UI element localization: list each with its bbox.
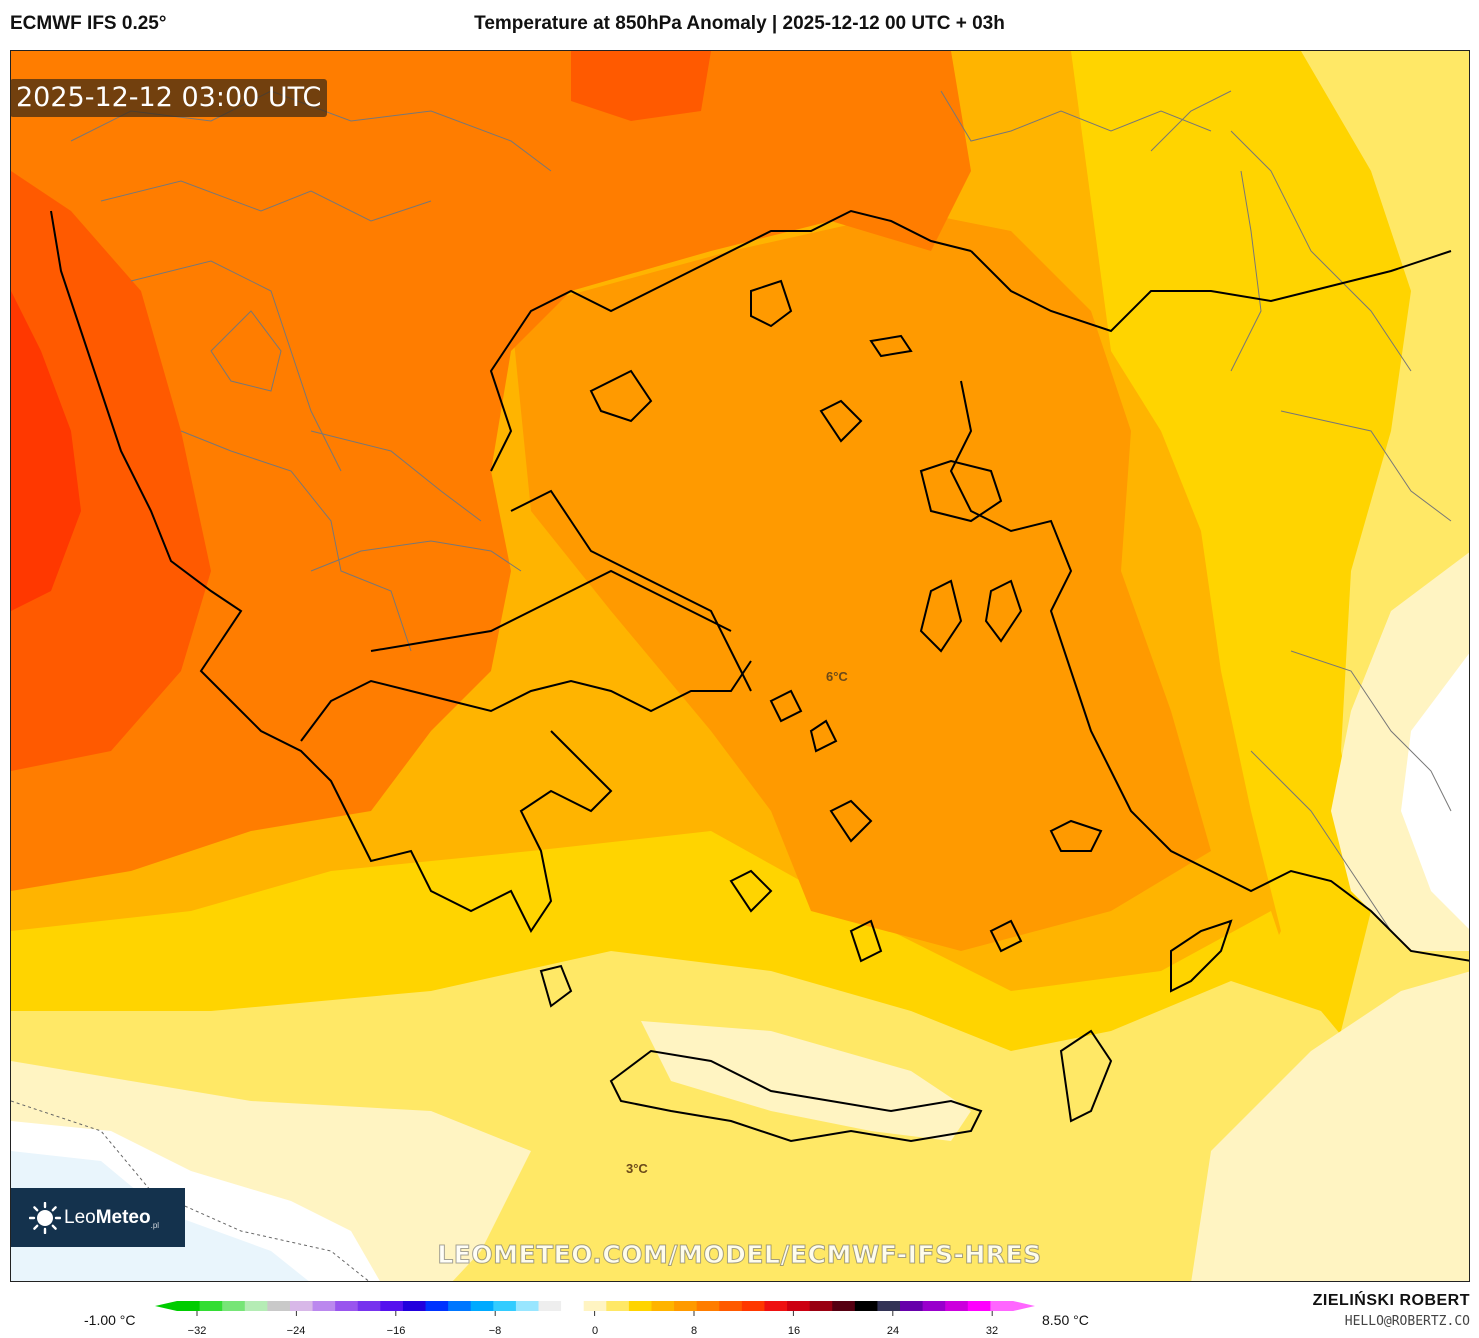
author-email[interactable]: HELLO@ROBERTZ.CO bbox=[1344, 1314, 1470, 1329]
legend-tick: 8 bbox=[690, 1325, 698, 1337]
legend-tick: 24 bbox=[886, 1325, 900, 1337]
legend-swatch bbox=[606, 1301, 630, 1311]
logo-brand-light: Leo bbox=[64, 1207, 96, 1228]
legend-swatch bbox=[448, 1301, 472, 1311]
legend-max-label: 8.50 °C bbox=[1042, 1312, 1089, 1328]
sun-icon bbox=[29, 1202, 61, 1234]
band-orange-aegean bbox=[511, 211, 1211, 951]
legend-swatch bbox=[854, 1301, 878, 1311]
source-watermark: LEOMETEO.COM/MODEL/ECMWF-IFS-HRES bbox=[437, 1240, 1042, 1270]
legend-tick: 32 bbox=[985, 1325, 999, 1337]
legend-swatch bbox=[741, 1301, 765, 1311]
color-scale-bar bbox=[155, 1301, 1035, 1316]
leometeo-logo[interactable]: LeoMeteo.pl bbox=[11, 1188, 185, 1247]
rhodes-coast bbox=[1170, 919, 1233, 993]
band-red-west bbox=[11, 291, 81, 611]
legend-swatch bbox=[470, 1301, 494, 1311]
legend-tick: −32 bbox=[187, 1325, 207, 1337]
legend-swatch bbox=[967, 1301, 991, 1311]
legend-tick: −24 bbox=[286, 1325, 306, 1337]
logo-brand-bold: Meteo bbox=[95, 1207, 151, 1228]
crete-coast bbox=[609, 1049, 983, 1143]
legend-swatch bbox=[177, 1301, 201, 1311]
legend-tick: −16 bbox=[386, 1325, 406, 1337]
legend-swatch bbox=[696, 1301, 720, 1311]
legend-swatch bbox=[402, 1301, 427, 1311]
legend-swatch bbox=[990, 1301, 1014, 1311]
map-panel[interactable]: 6°C 3°C bbox=[10, 50, 1470, 1282]
legend-swatch bbox=[900, 1301, 924, 1311]
model-label: ECMWF IFS 0.25° bbox=[10, 13, 167, 34]
contour-label-6c: 6°C bbox=[826, 669, 848, 684]
logo-suffix: .pl bbox=[150, 1220, 160, 1230]
legend-swatch bbox=[764, 1301, 788, 1311]
legend-swatch bbox=[651, 1301, 675, 1311]
legend-swatch bbox=[267, 1301, 291, 1311]
legend-tick: 0 bbox=[591, 1325, 599, 1337]
legend-swatch bbox=[945, 1301, 969, 1311]
legend-swatch bbox=[538, 1301, 562, 1311]
band-white-east bbox=[1401, 653, 1469, 929]
logo-wordmark: LeoMeteo.pl bbox=[64, 1207, 159, 1230]
band-pale-yellow-se bbox=[1191, 971, 1469, 1281]
legend-swatch bbox=[674, 1301, 698, 1311]
legend-swatch bbox=[357, 1301, 381, 1311]
legend-swatch bbox=[199, 1301, 223, 1311]
legend-swatch bbox=[809, 1301, 833, 1311]
legend-swatch bbox=[312, 1301, 336, 1311]
legend-swatch bbox=[425, 1301, 449, 1311]
legend-swatch bbox=[244, 1301, 268, 1311]
legend-min-label: -1.00 °C bbox=[84, 1312, 136, 1328]
author-name: ZIELIŃSKI ROBERT bbox=[1312, 1292, 1470, 1309]
legend-swatch bbox=[515, 1301, 540, 1311]
legend-swatch bbox=[289, 1301, 314, 1311]
legend-swatch bbox=[628, 1301, 652, 1311]
band-red-orange-north bbox=[571, 51, 711, 121]
legend-swatch bbox=[719, 1301, 743, 1311]
legend-swatch bbox=[787, 1301, 811, 1311]
legend-swatch bbox=[493, 1301, 517, 1311]
chart-title: Temperature at 850hPa Anomaly | 2025-12-… bbox=[474, 13, 1005, 34]
legend-tick: −8 bbox=[488, 1325, 502, 1337]
legend-tick: 16 bbox=[787, 1325, 801, 1337]
legend-swatch bbox=[335, 1301, 359, 1311]
legend-arrow-right bbox=[1013, 1301, 1035, 1311]
legend-swatch bbox=[832, 1301, 856, 1311]
lesbos-coast bbox=[919, 459, 1003, 523]
band-red-orange-west bbox=[11, 171, 211, 771]
dashed-contour bbox=[11, 1100, 370, 1281]
legend-swatch bbox=[922, 1301, 946, 1311]
legend-swatch bbox=[877, 1301, 901, 1311]
legend-swatch bbox=[380, 1301, 404, 1311]
legend-swatch bbox=[222, 1301, 246, 1311]
legend-arrow-left bbox=[155, 1301, 177, 1311]
coastlines bbox=[50, 209, 1469, 1143]
legend-swatch bbox=[561, 1301, 585, 1311]
legend-swatch bbox=[583, 1301, 607, 1311]
contour-label-3c: 3°C bbox=[626, 1161, 648, 1176]
map-canvas bbox=[11, 51, 1469, 1281]
valid-time-badge: 2025-12-12 03:00 UTC bbox=[10, 79, 328, 117]
